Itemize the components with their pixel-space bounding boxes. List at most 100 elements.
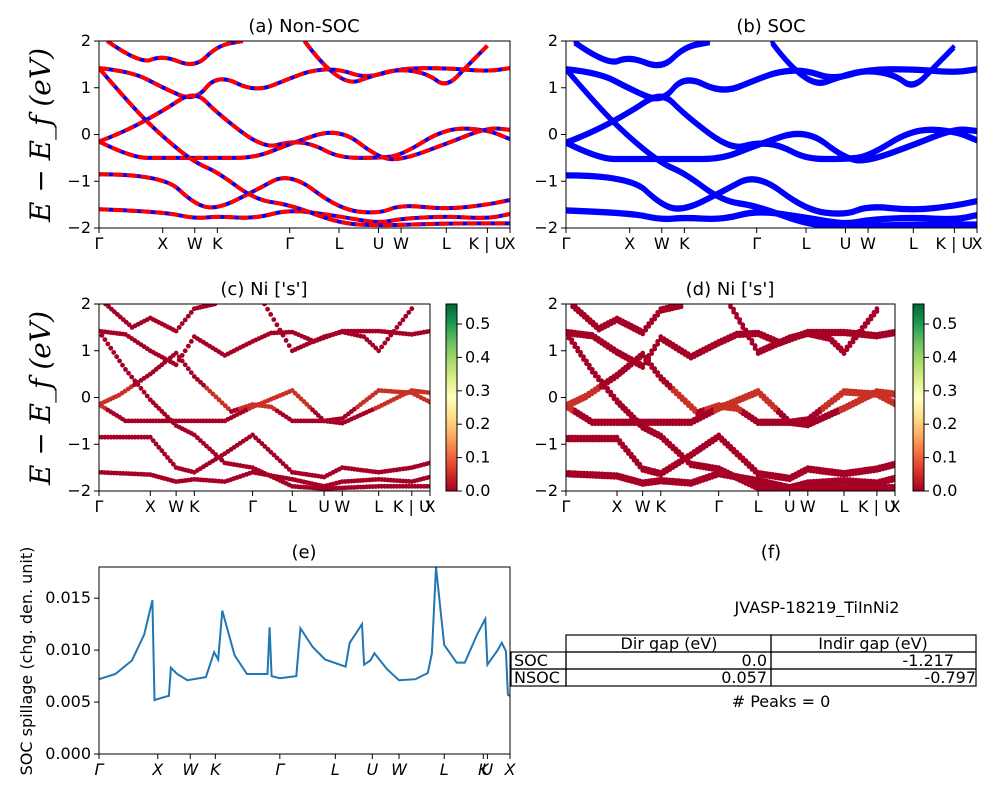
x-tick-label: W bbox=[187, 234, 203, 253]
panel-d-yticks: 2 1 0 −1 −2 bbox=[534, 294, 566, 500]
projected-point bbox=[623, 408, 628, 414]
projected-point bbox=[643, 327, 649, 333]
band-line-blue bbox=[302, 41, 489, 86]
band-line bbox=[566, 93, 977, 160]
projected-point bbox=[207, 388, 213, 394]
projected-point bbox=[682, 400, 688, 405]
projected-point bbox=[670, 446, 676, 452]
projected-point bbox=[213, 452, 219, 457]
projected-point bbox=[265, 446, 271, 452]
projected-point bbox=[679, 454, 685, 460]
projected-point bbox=[268, 449, 274, 455]
y-tick-label: 1 bbox=[548, 341, 558, 360]
panel-c-colorbar-ticks: 0.5 0.4 0.3 0.2 0.1 0.0 bbox=[457, 314, 490, 500]
panel-d-title: (d) Ni ['s'] bbox=[686, 279, 775, 300]
x-tick-label: K | U bbox=[393, 497, 431, 516]
x-tick-label: X bbox=[890, 497, 901, 516]
projected-point bbox=[749, 340, 755, 346]
projected-point bbox=[572, 344, 578, 350]
projected-point bbox=[725, 443, 731, 449]
y-tick-label: −1 bbox=[534, 434, 558, 453]
projected-point bbox=[427, 460, 430, 466]
x-tick-label: Γ bbox=[562, 497, 571, 516]
x-tick-label: K | U bbox=[858, 497, 896, 516]
band-line bbox=[566, 172, 977, 215]
projected-point bbox=[566, 331, 569, 337]
projected-point bbox=[658, 376, 664, 382]
projected-point bbox=[856, 331, 862, 337]
projected-point bbox=[147, 434, 153, 440]
projected-point bbox=[575, 348, 581, 354]
gap-table-cell: 0.0 bbox=[742, 651, 767, 670]
projected-point bbox=[129, 374, 135, 380]
colorbar-tick-label: 0.4 bbox=[465, 347, 490, 366]
projected-point bbox=[379, 344, 385, 350]
projected-point bbox=[179, 321, 185, 326]
projected-point bbox=[394, 325, 400, 330]
projected-point bbox=[204, 443, 209, 449]
projected-point bbox=[640, 331, 646, 337]
x-tick-label: Γ bbox=[95, 497, 104, 516]
projected-point bbox=[752, 346, 758, 351]
projected-point bbox=[673, 449, 679, 455]
x-tick-label: W bbox=[635, 497, 651, 516]
band-line bbox=[769, 41, 956, 86]
projected-point bbox=[649, 365, 655, 370]
projected-point bbox=[637, 423, 643, 428]
x-tick-label: K bbox=[679, 234, 690, 253]
y-tick-label: 0 bbox=[81, 388, 91, 407]
projected-point bbox=[676, 452, 682, 457]
projected-point bbox=[743, 461, 749, 466]
y-tick-label: −2 bbox=[67, 481, 91, 500]
projected-point bbox=[667, 443, 673, 449]
projected-point bbox=[623, 447, 628, 453]
projected-point bbox=[150, 438, 156, 443]
y-tick-label: 1 bbox=[81, 341, 91, 360]
y-tick-label: 2 bbox=[81, 294, 91, 313]
panel-a-bands bbox=[99, 41, 510, 228]
projected-point bbox=[566, 335, 572, 341]
projected-point bbox=[652, 369, 658, 374]
band-line bbox=[566, 129, 977, 164]
projected-point bbox=[144, 393, 150, 399]
projected-point bbox=[892, 477, 895, 483]
x-tick-label: U bbox=[784, 497, 796, 516]
projected-point bbox=[388, 332, 394, 338]
band-line-red bbox=[99, 66, 510, 228]
gap-table-row-cell bbox=[770, 668, 977, 687]
band-line bbox=[566, 126, 977, 162]
panel-f-label: JVASP-18219_TiInNi2 bbox=[734, 598, 900, 618]
x-tick-label: Γ bbox=[714, 497, 723, 516]
projected-point bbox=[173, 362, 179, 368]
panel-c-colorbar: 0.5 0.4 0.3 0.2 0.1 0.0 bbox=[445, 303, 490, 500]
x-tick-label: W bbox=[654, 234, 670, 253]
projected-point bbox=[176, 354, 182, 360]
projected-point bbox=[210, 391, 216, 397]
x-tick-label: W bbox=[860, 234, 876, 253]
projected-point bbox=[123, 367, 128, 372]
x-tick-label: L bbox=[802, 234, 811, 253]
colorbar-tick-label: 0.1 bbox=[932, 448, 957, 467]
projected-point bbox=[826, 337, 832, 342]
projected-point bbox=[628, 454, 634, 460]
projected-point bbox=[382, 340, 388, 346]
gap-table-header-dir: Dir gap (eV) bbox=[621, 634, 718, 653]
x-tick-label: L bbox=[909, 234, 918, 253]
projected-point bbox=[608, 392, 614, 398]
y-tick-label: −2 bbox=[534, 218, 558, 237]
panel-a-title: (a) Non-SOC bbox=[248, 16, 359, 37]
spillage-line bbox=[99, 567, 510, 702]
projected-point bbox=[661, 438, 667, 443]
projected-point bbox=[637, 464, 643, 470]
projected-point bbox=[170, 461, 176, 467]
projected-point bbox=[664, 440, 670, 446]
band-line bbox=[566, 69, 977, 102]
projected-point bbox=[731, 449, 737, 455]
projected-point bbox=[207, 446, 213, 452]
projected-point bbox=[173, 328, 179, 334]
projected-point bbox=[643, 357, 649, 363]
projected-point bbox=[99, 328, 102, 334]
x-tick-label: Γ bbox=[95, 234, 104, 253]
projected-point bbox=[605, 388, 611, 394]
